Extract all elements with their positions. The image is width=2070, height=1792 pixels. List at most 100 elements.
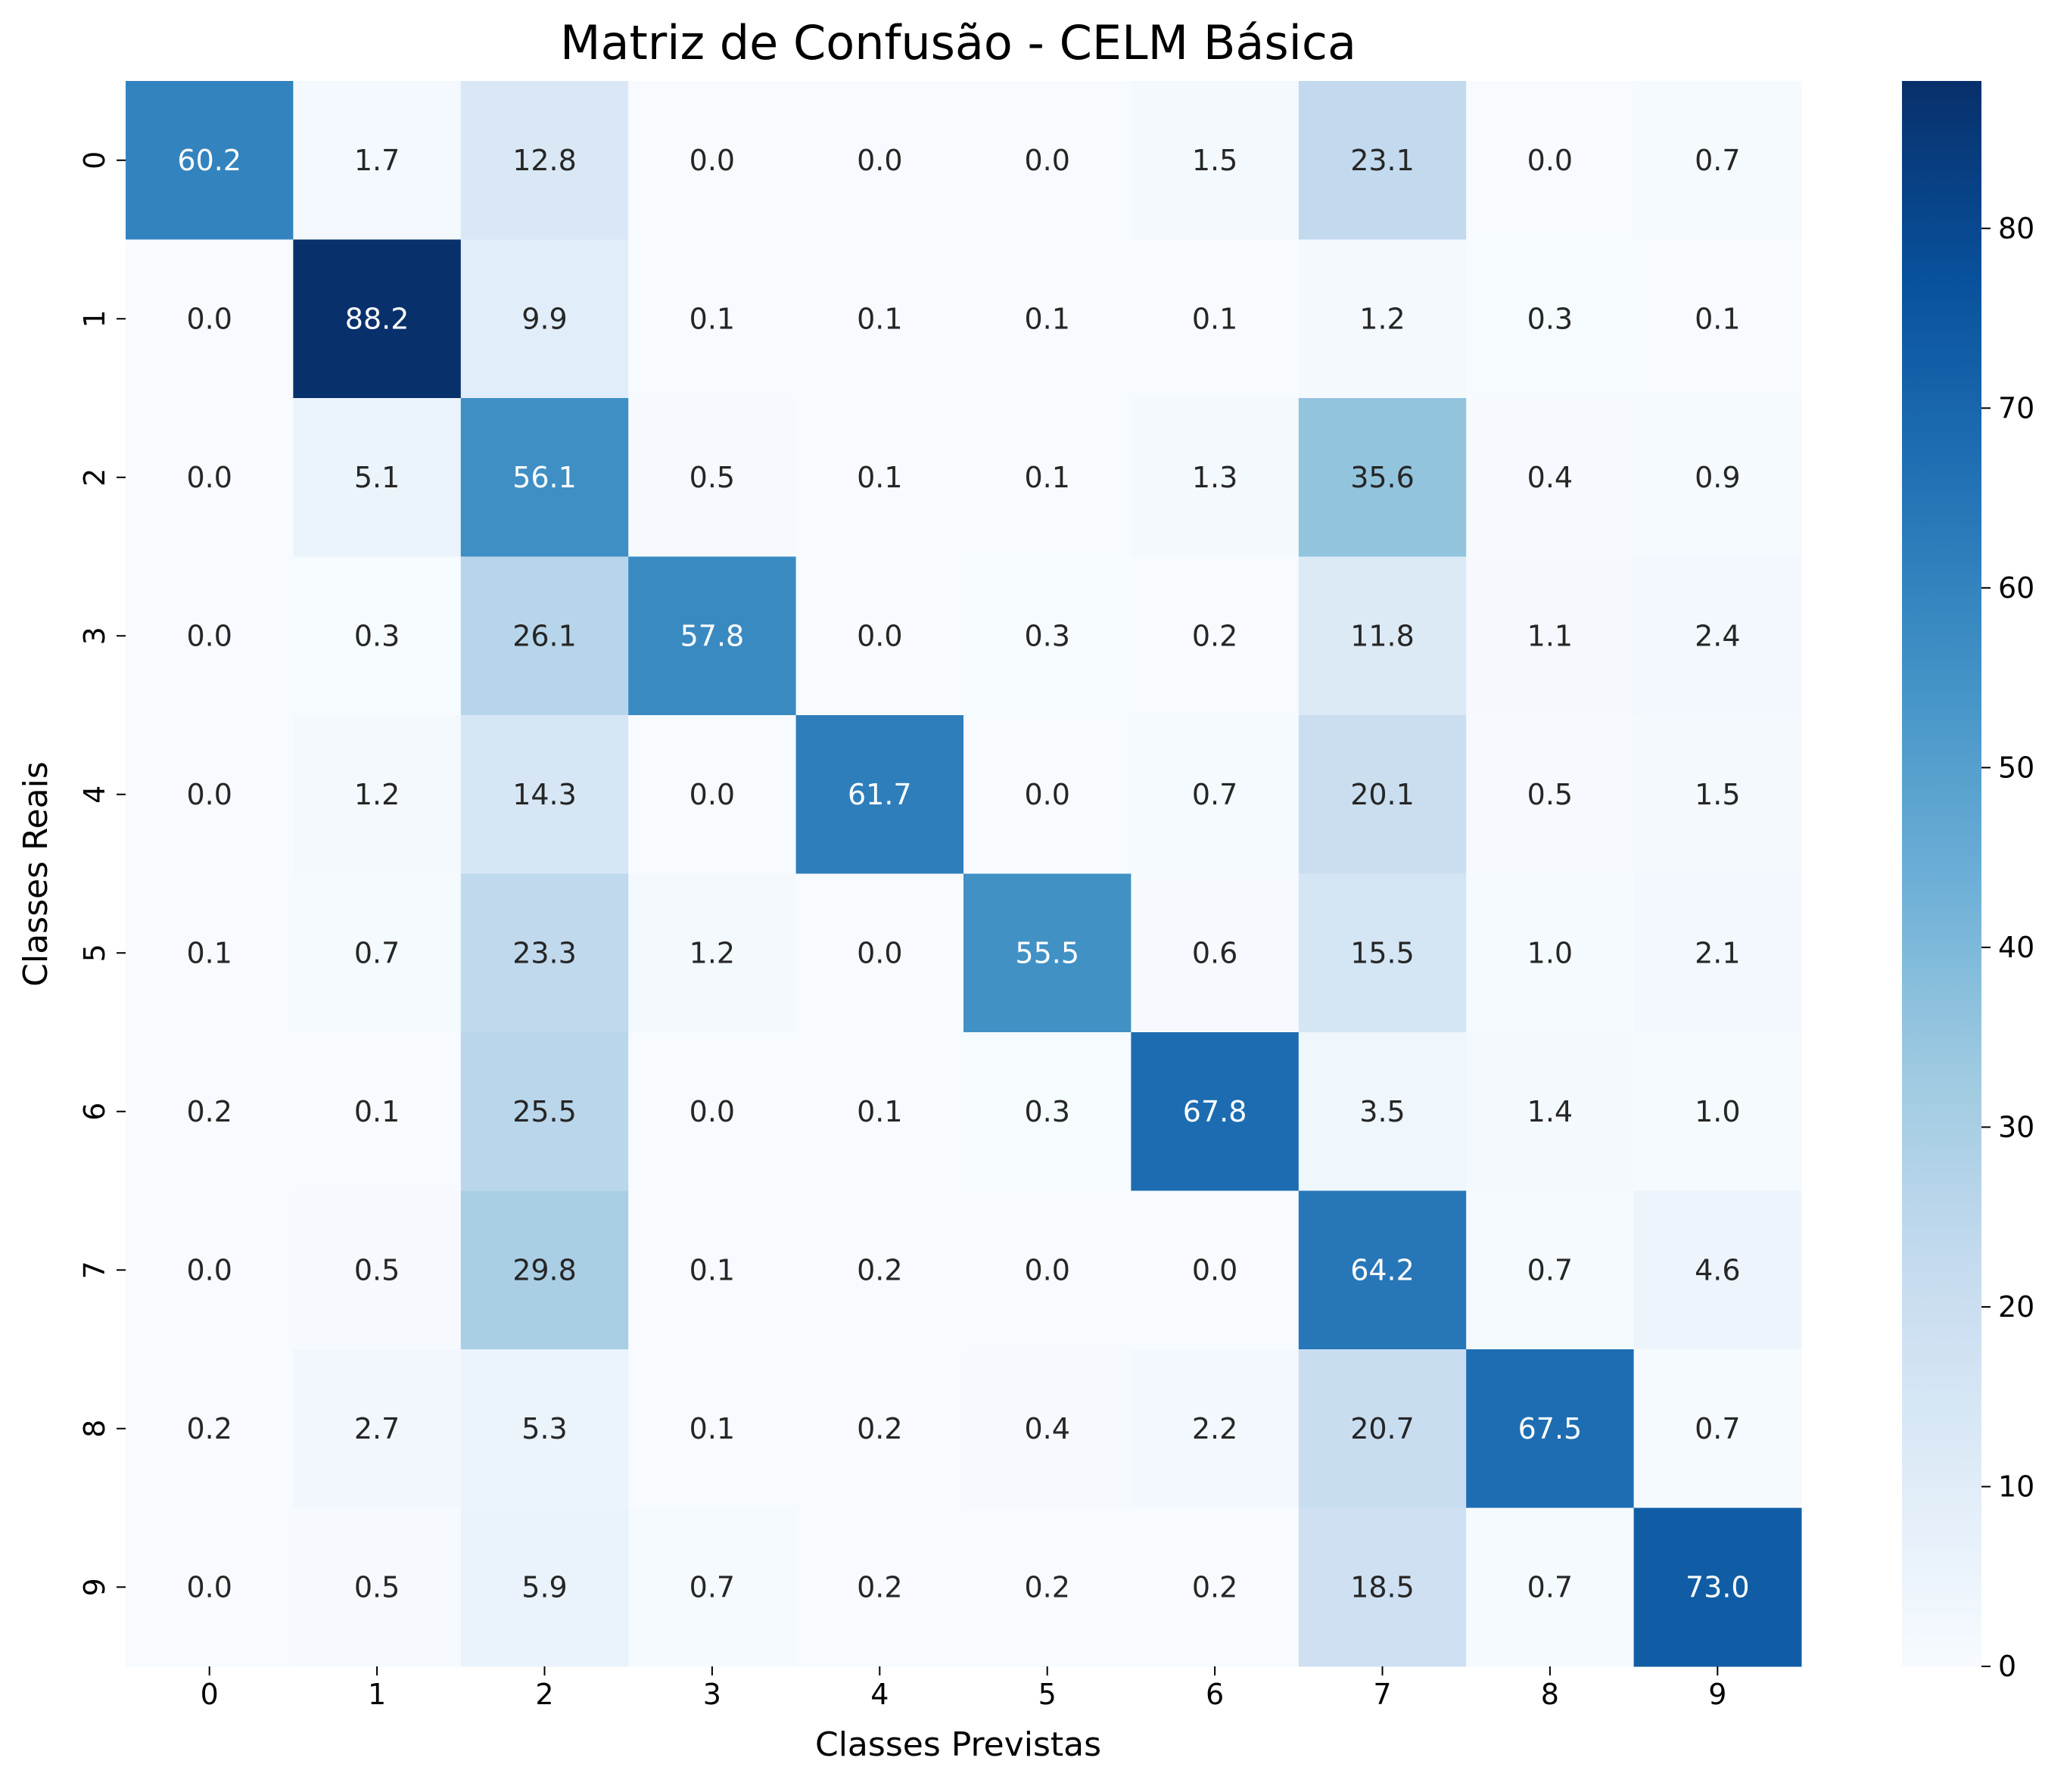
cell-value-label: 0.3	[1527, 302, 1573, 335]
heatmap-cell	[1131, 1349, 1300, 1508]
cell-value-label: 73.0	[1686, 1570, 1750, 1604]
x-tick-label: 6	[1206, 1678, 1224, 1711]
cell-value-label: 5.3	[521, 1412, 567, 1445]
cell-value-label: 61.7	[848, 778, 912, 811]
heatmap-cell	[293, 81, 462, 240]
colorbar-tick-label: 0	[1998, 1650, 2016, 1683]
heatmap-cell	[460, 556, 629, 716]
heatmap-cell	[1633, 398, 1802, 557]
heatmap-cell	[1298, 556, 1467, 716]
cell-value-label: 0.1	[857, 1095, 902, 1128]
cell-value-label: 0.0	[857, 144, 902, 177]
heatmap-cell	[1466, 1190, 1635, 1350]
heatmap-cell	[293, 556, 462, 716]
y-axis-label: Classes Reais	[17, 761, 55, 987]
cell-value-label: 0.0	[857, 936, 902, 969]
cell-value-label: 67.8	[1183, 1095, 1247, 1128]
heatmap-cell	[1131, 715, 1300, 874]
cell-value-label: 0.5	[354, 1570, 400, 1604]
cell-value-label: 1.3	[1192, 461, 1237, 494]
y-tick-label: 1	[78, 310, 111, 328]
heatmap-cell	[1466, 398, 1635, 557]
heatmap-cell	[1633, 1349, 1802, 1508]
cell-value-label: 0.7	[354, 936, 400, 969]
y-axis-ticks: 0 1 2 3 4 5 6 7 8 9	[78, 151, 126, 1596]
heatmap-cell	[628, 398, 797, 557]
y-tick-label: 2	[78, 468, 111, 487]
x-tick-label: 8	[1541, 1678, 1559, 1711]
heatmap-cell	[1633, 1032, 1802, 1191]
cell-value-label: 0.0	[186, 778, 232, 811]
heatmap-cell	[1633, 873, 1802, 1033]
heatmap-cell	[795, 1349, 964, 1508]
cell-value-label: 0.1	[1024, 302, 1069, 335]
cell-value-label: 1.0	[1695, 1095, 1740, 1128]
heatmap-cell	[293, 1190, 462, 1350]
cell-value-label: 0.0	[1024, 144, 1069, 177]
cell-value-label: 0.2	[1192, 1570, 1237, 1604]
heatmap-cell	[460, 715, 629, 874]
heatmap-cell	[963, 556, 1131, 716]
heatmap-cell	[126, 873, 294, 1033]
x-tick-label: 3	[703, 1678, 721, 1711]
x-tick-label: 5	[1038, 1678, 1057, 1711]
cell-value-label: 2.1	[1695, 936, 1740, 969]
cell-value-label: 4.6	[1695, 1253, 1740, 1286]
cell-value-label: 0.5	[1527, 778, 1573, 811]
cell-value-label: 0.1	[689, 1253, 735, 1286]
chart-title: Matriz de Confusão - CELM Básica	[560, 15, 1356, 70]
cell-value-label: 0.1	[1192, 302, 1237, 335]
cell-value-label: 1.2	[354, 778, 400, 811]
heatmap-cell	[293, 1507, 462, 1667]
heatmap-cell	[293, 239, 462, 399]
heatmap-cell	[293, 1349, 462, 1508]
y-tick-label: 0	[78, 151, 111, 170]
cell-value-label: 1.5	[1695, 778, 1740, 811]
colorbar-tick-label: 30	[1998, 1110, 2034, 1143]
heatmap-cell	[963, 715, 1131, 874]
cell-value-label: 57.8	[680, 619, 745, 652]
y-tick-label: 3	[78, 627, 111, 645]
cell-value-label: 0.3	[1024, 619, 1069, 652]
y-tick-label: 8	[78, 1420, 111, 1438]
cell-value-label: 56.1	[512, 461, 577, 494]
heatmap-cell	[1633, 239, 1802, 399]
cell-value-label: 0.7	[1527, 1570, 1573, 1604]
cell-value-label: 2.4	[1695, 619, 1740, 652]
heatmap-cell	[1131, 398, 1300, 557]
cell-value-label: 0.1	[857, 461, 902, 494]
cell-value-label: 0.0	[1024, 1253, 1069, 1286]
cell-value-label: 0.0	[689, 778, 735, 811]
cell-value-label: 0.0	[186, 1253, 232, 1286]
heatmap-cell	[1466, 1507, 1635, 1667]
heatmap-cell	[963, 1349, 1131, 1508]
heatmap-cell	[795, 715, 964, 874]
cell-value-label: 0.7	[1527, 1253, 1573, 1286]
heatmap-cell	[795, 873, 964, 1033]
heatmap-cell	[1466, 81, 1635, 240]
heatmap-cell	[963, 1190, 1131, 1350]
heatmap-cell	[1131, 1032, 1300, 1191]
cell-value-label: 9.9	[521, 302, 567, 335]
cell-value-label: 1.2	[1359, 302, 1405, 335]
cell-value-label: 0.0	[689, 1095, 735, 1128]
cell-value-label: 0.0	[689, 144, 735, 177]
heatmap-cell	[1466, 239, 1635, 399]
heatmap-cell	[795, 81, 964, 240]
heatmap-cell	[1131, 1190, 1300, 1350]
cell-value-label: 0.5	[354, 1253, 400, 1286]
heatmap-cell	[628, 1507, 797, 1667]
cell-value-label: 88.2	[345, 302, 409, 335]
heatmap-cell	[963, 1507, 1131, 1667]
heatmap-cell	[628, 1032, 797, 1191]
cell-value-label: 1.0	[1527, 936, 1573, 969]
heatmap-cell	[963, 873, 1131, 1033]
heatmap-cell	[460, 81, 629, 240]
cell-value-label: 0.0	[1024, 778, 1069, 811]
heatmap-cell	[628, 1190, 797, 1350]
heatmap-cell	[460, 398, 629, 557]
cell-value-label: 29.8	[512, 1253, 577, 1286]
cell-value-label: 0.6	[1192, 936, 1237, 969]
cell-value-label: 0.7	[1695, 1412, 1740, 1445]
